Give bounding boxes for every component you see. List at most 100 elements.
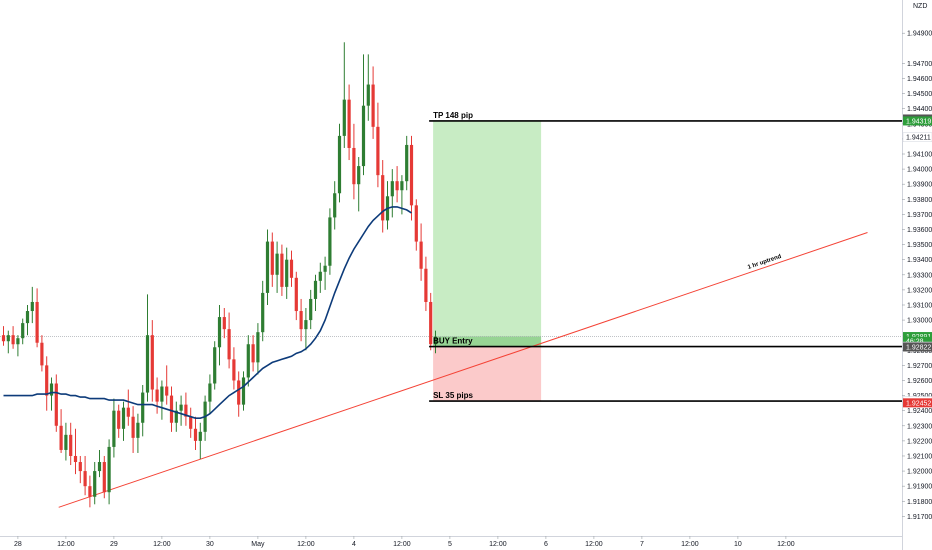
candle [93,462,97,505]
candle [285,247,289,299]
candle-body [165,386,169,396]
candle-body [433,336,438,345]
candle [40,335,44,372]
candle-body [227,329,231,360]
candle [347,84,351,161]
candle-body [45,365,49,396]
candle [112,398,116,458]
candle-body [11,335,15,345]
y-tick-label: 1.94400 [907,106,932,113]
candle-body [102,462,106,493]
candle-body [251,344,255,363]
price-tag-text: 1.94211 [906,135,931,142]
candle-body [241,377,246,405]
time-axis[interactable]: 28 12:00 29 12:00 30 May 12:00 4 12:00 5 12:00 6 12:… [0,536,902,548]
price-tag: 1.92452 [903,398,932,408]
candle [59,409,63,453]
candle [25,304,30,336]
y-tick-label: 1.94500 [907,91,932,98]
take-profit-zone[interactable] [433,120,542,347]
price-tag-box [903,332,932,342]
candle [11,326,15,349]
candle-body [414,205,418,242]
candle-body [16,338,20,345]
candle-body [270,241,274,275]
candle-body [155,389,159,402]
candle [433,330,438,354]
candle [49,377,54,411]
price-tag: 1.94211 [902,132,932,142]
candle [126,389,130,426]
price-axis[interactable]: NZD 1.94900 1.94700 1.94600 1.94500 1.94400 1… [902,0,932,550]
candle-body [6,335,10,342]
candle-body [280,253,284,287]
candle-body [64,434,68,450]
x-tick-label: 6 [544,541,548,548]
candle [78,455,82,484]
candle [313,274,318,312]
x-tick-label: 12:00 [489,541,507,548]
candle-body [342,99,346,136]
candle-body [347,99,351,148]
x-tick-label: 12:00 [777,541,795,548]
candle [414,199,418,251]
price-tag-box [903,398,932,408]
candle-body [69,434,73,456]
candle [179,395,183,426]
y-tick-label: 1.92700 [907,363,932,370]
candle-body [232,359,236,381]
candle [198,422,202,459]
candle-body [390,181,394,197]
candle [1,326,6,346]
x-tick-label: May [251,541,265,548]
candle-body [424,268,428,302]
candle [371,66,375,139]
candle [323,256,327,290]
candle-body [275,253,279,275]
candle [405,135,409,191]
y-tick-label: 1.92200 [907,438,932,445]
y-tick-label: 1.94000 [907,167,932,174]
candle-body [299,311,303,330]
candle-body [131,416,135,438]
candle [155,377,159,414]
candle [337,123,342,203]
candle-body [213,347,217,384]
candle-body [93,471,97,497]
y-tick-label: 1.94600 [907,76,932,83]
candle-body [265,241,270,293]
y-tick-label: 1.91800 [907,499,932,506]
y-tick-label: 1.93200 [907,287,932,294]
candle-body [78,462,82,472]
y-tick-label: 1.93800 [907,197,932,204]
candle [6,330,10,354]
y-tick-label: 1.92300 [907,423,932,430]
candle [280,244,284,296]
candle-body [30,301,34,312]
x-tick-label: 4 [352,541,356,548]
price-tag-box [902,132,932,142]
entry-label: BUY Entry [433,337,473,346]
candle [64,422,68,461]
candle-body [328,217,332,266]
candle [309,289,313,330]
candle [160,380,164,420]
candle [141,385,145,437]
candle-body [198,431,202,441]
candle [294,271,298,321]
trendline[interactable] [58,232,868,508]
candle-body [150,335,154,390]
y-tick-label: 1.92600 [907,378,932,385]
candle-body [376,126,380,176]
candle-body [323,265,327,272]
candle [261,280,265,342]
candle [328,208,332,275]
candle [227,312,231,369]
candle [97,449,102,478]
candle [222,308,226,339]
candle [21,318,25,345]
candle-body [59,425,63,450]
candle [395,166,399,203]
x-tick-label: 30 [206,541,214,548]
